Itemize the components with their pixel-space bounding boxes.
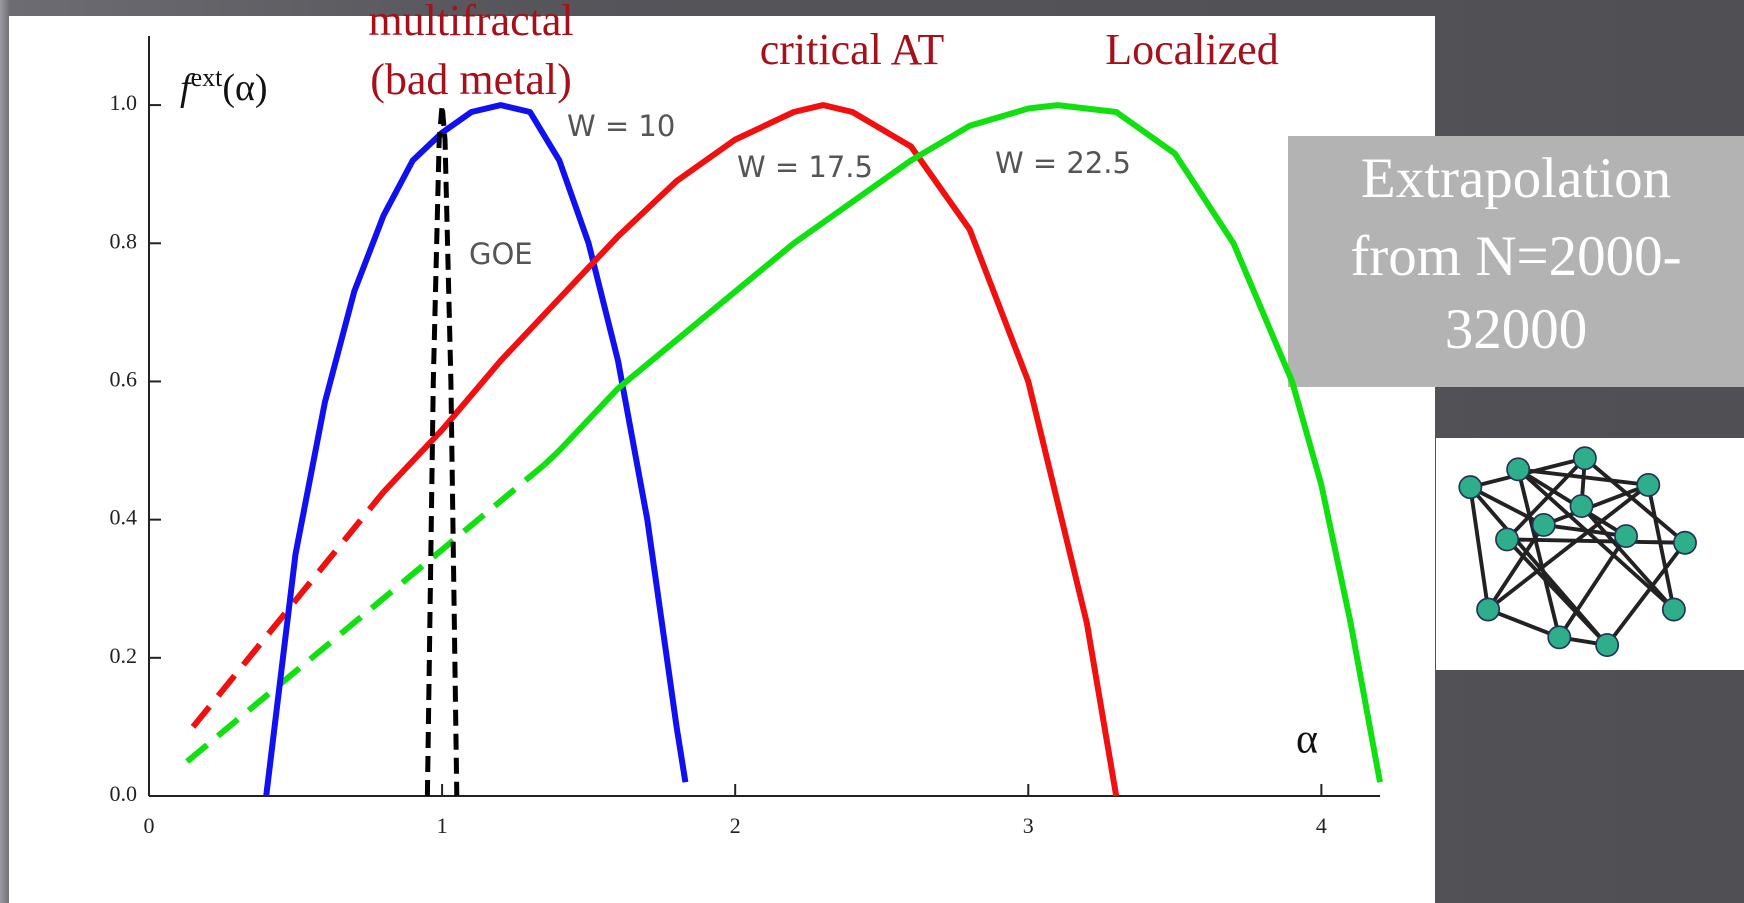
y-tick-label: 0.2 [110, 643, 138, 668]
series-label: W = 22.5 [995, 146, 1131, 180]
series-label: GOE [469, 237, 533, 271]
info-text: from N=2000- [1350, 225, 1681, 288]
x-tick-label: 1 [437, 813, 448, 838]
y-tick-label: 1.0 [110, 90, 138, 115]
y-tick-label: 0.6 [110, 367, 138, 392]
y-tick-label: 0.0 [110, 781, 138, 806]
series-line [263, 102, 689, 797]
y-tick-label: 0.8 [110, 228, 138, 253]
x-tick-label: 0 [144, 813, 155, 838]
x-axis-label: α [1296, 717, 1318, 763]
series-line [424, 102, 460, 797]
chart-panel [9, 16, 1435, 903]
y-label-tail: (α) [222, 67, 267, 109]
x-tick-label: 4 [1316, 813, 1327, 838]
x-tick-label: 3 [1023, 813, 1034, 838]
series-line [542, 102, 1383, 783]
annotation: Localized [1105, 25, 1278, 74]
y-tick-label: 0.4 [110, 505, 138, 530]
series-line [381, 102, 1120, 797]
annotation: (bad metal) [370, 55, 572, 104]
info-text: Extrapolation [1361, 147, 1671, 210]
annotation: multifractal [368, 0, 573, 45]
network-panel [1436, 438, 1744, 670]
x-tick-label: 2 [730, 813, 741, 838]
network-graph [1458, 446, 1697, 658]
y-label-sup: ext [191, 63, 224, 92]
info-text: 32000 [1445, 298, 1588, 361]
extrapolation-line [190, 490, 386, 729]
info-box [1288, 136, 1744, 387]
annotation: critical AT [760, 25, 945, 74]
series-label: W = 10 [567, 109, 675, 143]
series-label: W = 17.5 [737, 150, 873, 184]
